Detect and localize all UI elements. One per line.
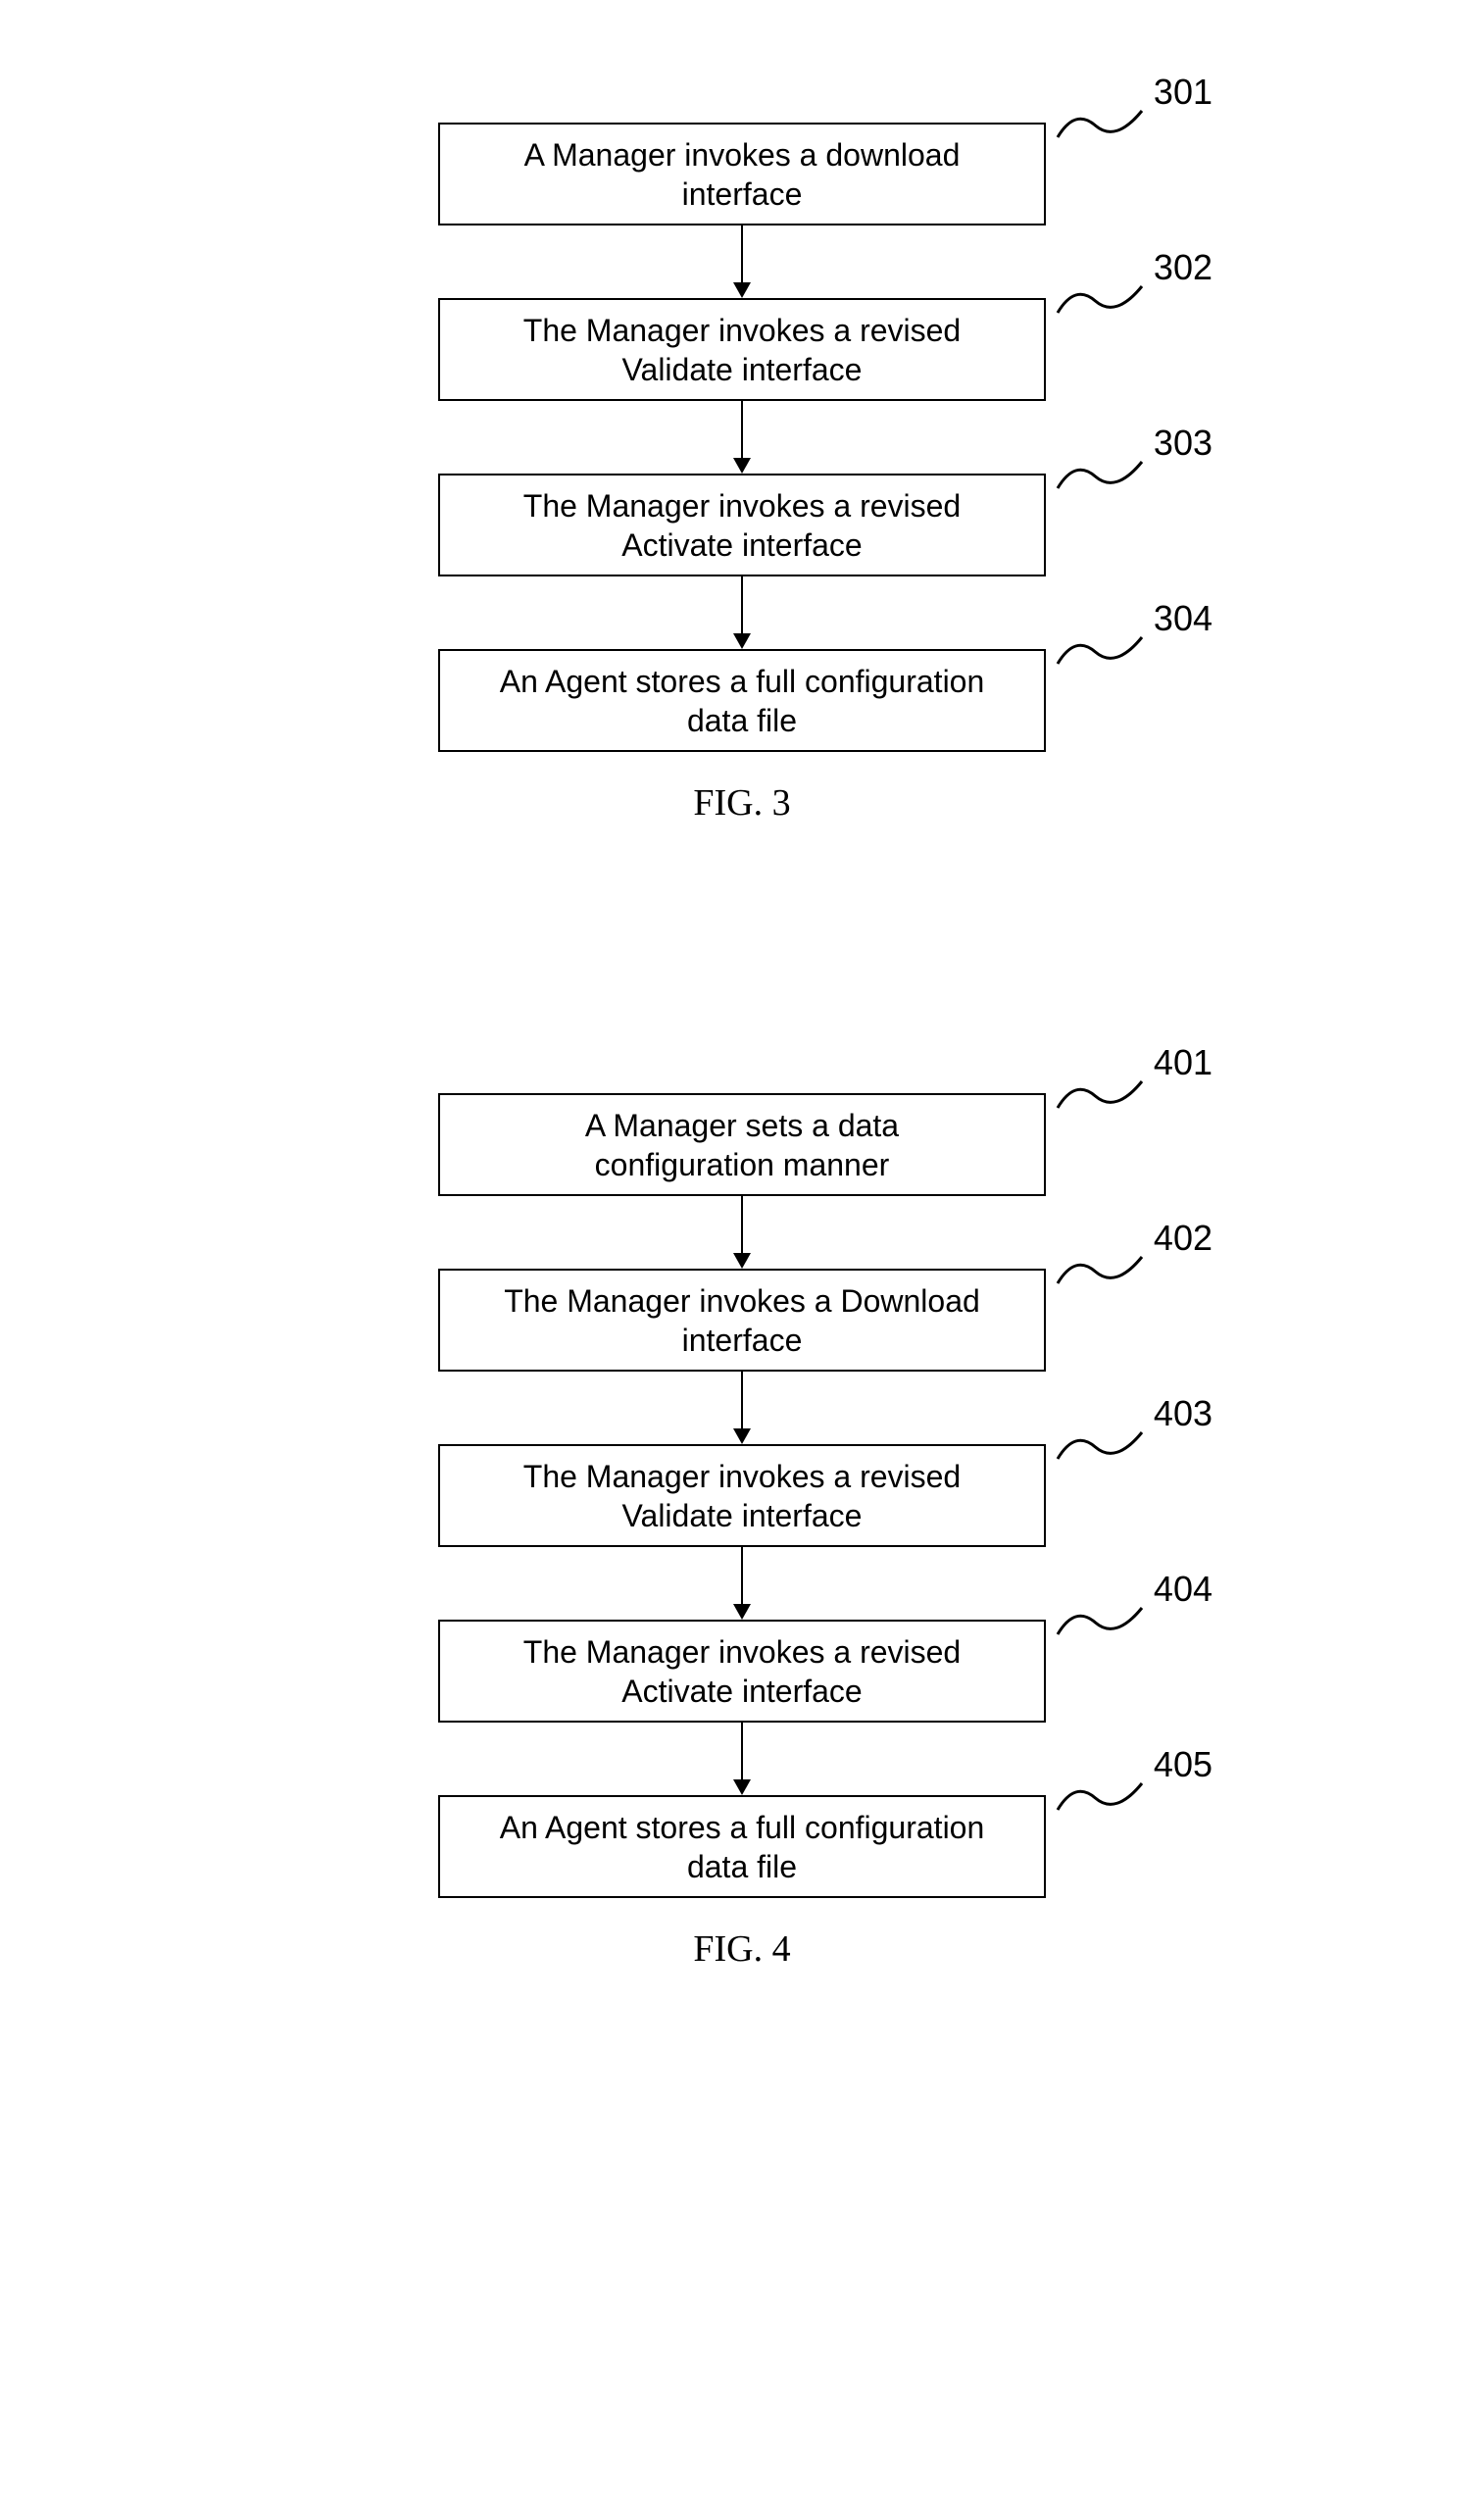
step-wrapper: 402The Manager invokes a Downloadinterfa… [438, 1269, 1046, 1372]
step-number-label: 304 [1154, 598, 1212, 639]
step-wrapper: 401A Manager sets a dataconfiguration ma… [438, 1093, 1046, 1196]
arrow-line [741, 401, 743, 458]
callout-squiggle [1056, 629, 1144, 674]
flowchart-step-box: A Manager sets a dataconfiguration manne… [438, 1093, 1046, 1196]
callout-squiggle [1056, 1249, 1144, 1293]
arrow-line [741, 225, 743, 282]
flowchart-fig4: 401A Manager sets a dataconfiguration ma… [438, 1093, 1046, 1971]
arrow-head-icon [733, 458, 751, 474]
step-number-label: 404 [1154, 1569, 1212, 1610]
callout-squiggle [1056, 278, 1144, 323]
step-text: A Manager invokes a downloadinterface [524, 135, 961, 214]
flowchart-step-box: The Manager invokes a revisedValidate in… [438, 298, 1046, 401]
arrow-line [741, 576, 743, 633]
flow-arrow [733, 1196, 751, 1269]
step-text: An Agent stores a full configurationdata… [500, 1808, 985, 1886]
step-text: The Manager invokes a revisedActivate in… [523, 1632, 961, 1711]
flow-arrow [733, 401, 751, 474]
flow-arrow [733, 225, 751, 298]
flow-arrow [733, 576, 751, 649]
step-wrapper: 302The Manager invokes a revisedValidate… [438, 298, 1046, 401]
callout-squiggle [1056, 1425, 1144, 1469]
step-wrapper: 404The Manager invokes a revisedActivate… [438, 1620, 1046, 1723]
step-number-label: 402 [1154, 1218, 1212, 1259]
callout-squiggle [1056, 1600, 1144, 1644]
flowchart-step-box: The Manager invokes a Downloadinterface [438, 1269, 1046, 1372]
step-number-label: 303 [1154, 423, 1212, 464]
step-text: The Manager invokes a revisedActivate in… [523, 486, 961, 565]
callout-squiggle [1056, 454, 1144, 498]
arrow-line [741, 1547, 743, 1604]
step-number-label: 301 [1154, 72, 1212, 113]
callout-squiggle [1056, 103, 1144, 147]
figure-caption: FIG. 3 [693, 781, 790, 825]
step-text: The Manager invokes a Downloadinterface [504, 1281, 980, 1360]
arrow-head-icon [733, 282, 751, 298]
step-text: An Agent stores a full configurationdata… [500, 662, 985, 740]
flowchart-fig3: 301A Manager invokes a downloadinterface… [438, 123, 1046, 825]
step-wrapper: 405An Agent stores a full configurationd… [438, 1795, 1046, 1898]
step-text: The Manager invokes a revisedValidate in… [523, 311, 961, 389]
flowchart-step-box: An Agent stores a full configurationdata… [438, 1795, 1046, 1898]
flowchart-step-box: The Manager invokes a revisedValidate in… [438, 1444, 1046, 1547]
figure-caption: FIG. 4 [693, 1927, 790, 1971]
callout-squiggle [1056, 1776, 1144, 1820]
callout-squiggle [1056, 1074, 1144, 1118]
flowchart-step-box: The Manager invokes a revisedActivate in… [438, 474, 1046, 576]
step-wrapper: 304An Agent stores a full configurationd… [438, 649, 1046, 752]
step-wrapper: 303The Manager invokes a revisedActivate… [438, 474, 1046, 576]
arrow-head-icon [733, 1604, 751, 1620]
flow-arrow [733, 1723, 751, 1795]
arrow-head-icon [733, 1253, 751, 1269]
arrow-head-icon [733, 1779, 751, 1795]
arrow-line [741, 1723, 743, 1779]
arrow-head-icon [733, 1428, 751, 1444]
step-number-label: 401 [1154, 1042, 1212, 1083]
step-number-label: 302 [1154, 247, 1212, 288]
arrow-line [741, 1372, 743, 1428]
step-number-label: 405 [1154, 1744, 1212, 1785]
flowchart-step-box: An Agent stores a full configurationdata… [438, 649, 1046, 752]
flow-arrow [733, 1547, 751, 1620]
step-number-label: 403 [1154, 1393, 1212, 1434]
arrow-line [741, 1196, 743, 1253]
step-text: A Manager sets a dataconfiguration manne… [585, 1106, 899, 1184]
step-text: The Manager invokes a revisedValidate in… [523, 1457, 961, 1535]
flowchart-step-box: A Manager invokes a downloadinterface [438, 123, 1046, 225]
step-wrapper: 403The Manager invokes a revisedValidate… [438, 1444, 1046, 1547]
flow-arrow [733, 1372, 751, 1444]
step-wrapper: 301A Manager invokes a downloadinterface [438, 123, 1046, 225]
arrow-head-icon [733, 633, 751, 649]
flowchart-step-box: The Manager invokes a revisedActivate in… [438, 1620, 1046, 1723]
